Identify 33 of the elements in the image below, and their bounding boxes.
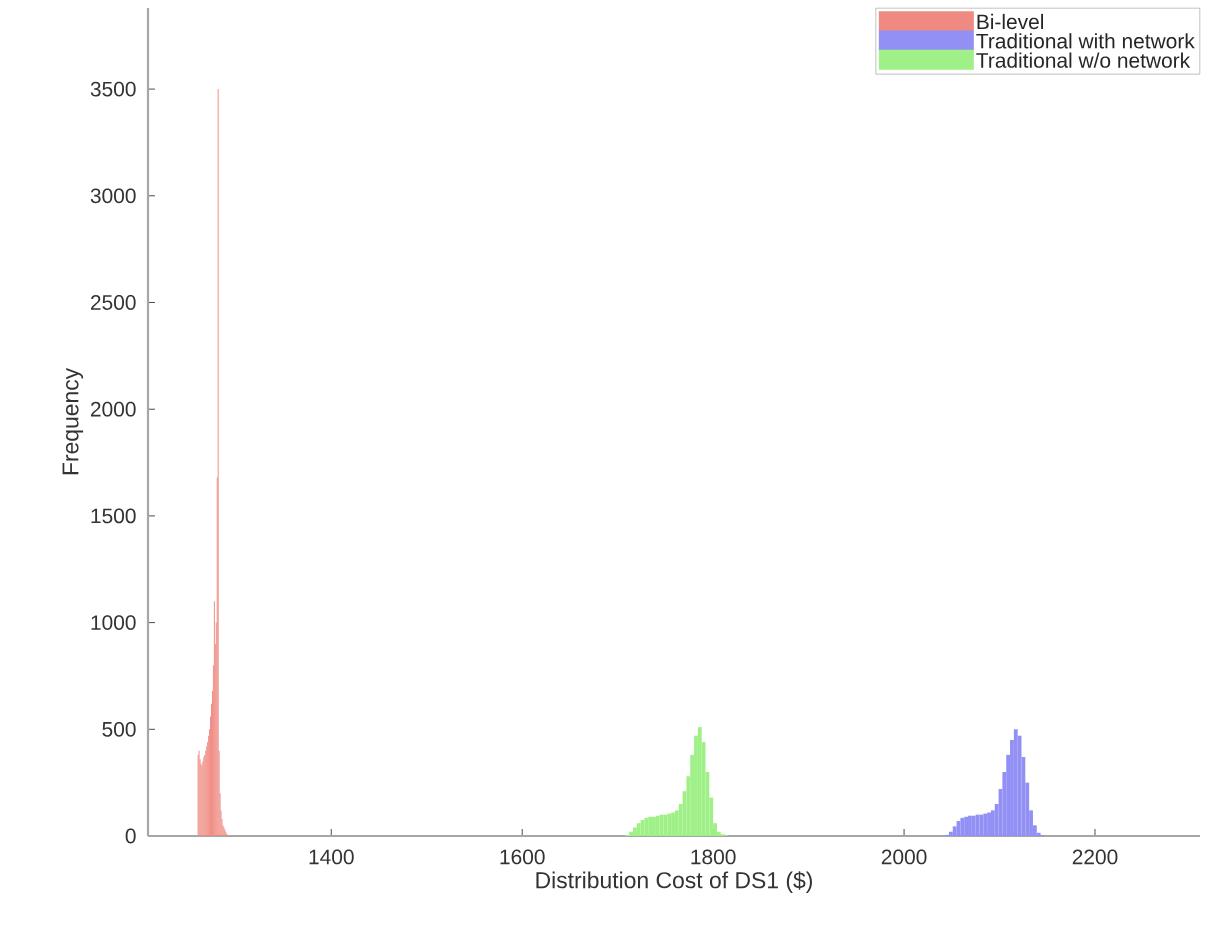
x-tick-label: 2000 [881,849,927,865]
y-tick-label: 0 [125,828,136,844]
x-tick-label: 1800 [691,849,736,865]
bar [983,813,988,836]
y-tick-label: 2500 [90,295,136,310]
y-tick-label: 1000 [91,615,136,630]
bar [659,814,664,836]
bar [636,823,641,836]
bar [632,827,637,836]
x-tick-label: 1600 [500,849,545,865]
bar [979,814,984,836]
y-tick-label: 2000 [90,401,136,417]
y-tick-label: 3000 [90,188,136,204]
bar [1013,729,1018,836]
bar [697,727,702,836]
bar [960,817,965,836]
x-tick-label: 1400 [309,849,354,865]
x-axis-title: Distribution Cost of DS1 ($) [536,871,812,893]
legend-label: Bi-level [977,13,1044,30]
y-tick-label: 1500 [91,508,136,524]
bar [648,816,653,836]
y-tick-label: 500 [102,721,136,737]
bar [629,831,633,836]
legend-label: Traditional with network [976,33,1195,49]
bar [964,816,969,836]
bar [667,813,672,836]
y-tick-label: 3500 [90,81,136,97]
bar [971,815,976,836]
bar [655,815,660,836]
y-axis-title: Frequency [62,367,84,475]
bar [644,817,649,836]
legend-label: Traditional w/o network [976,52,1191,68]
x-tick-label: 2200 [1072,849,1118,865]
